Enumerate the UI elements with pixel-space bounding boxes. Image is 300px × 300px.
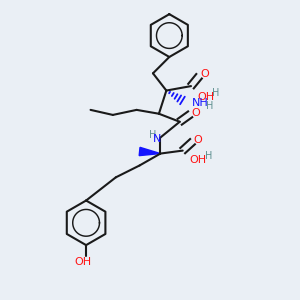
Text: H: H xyxy=(149,130,157,140)
Text: O: O xyxy=(191,108,200,118)
Text: N: N xyxy=(153,134,162,144)
Text: H: H xyxy=(206,101,213,111)
Polygon shape xyxy=(139,147,161,156)
Text: NH: NH xyxy=(192,98,209,108)
Text: O: O xyxy=(200,69,209,79)
Text: H: H xyxy=(212,88,220,98)
Text: OH: OH xyxy=(75,257,92,267)
Text: H: H xyxy=(205,151,212,161)
Text: OH: OH xyxy=(198,92,215,101)
Text: O: O xyxy=(194,135,202,145)
Text: OH: OH xyxy=(189,155,206,165)
